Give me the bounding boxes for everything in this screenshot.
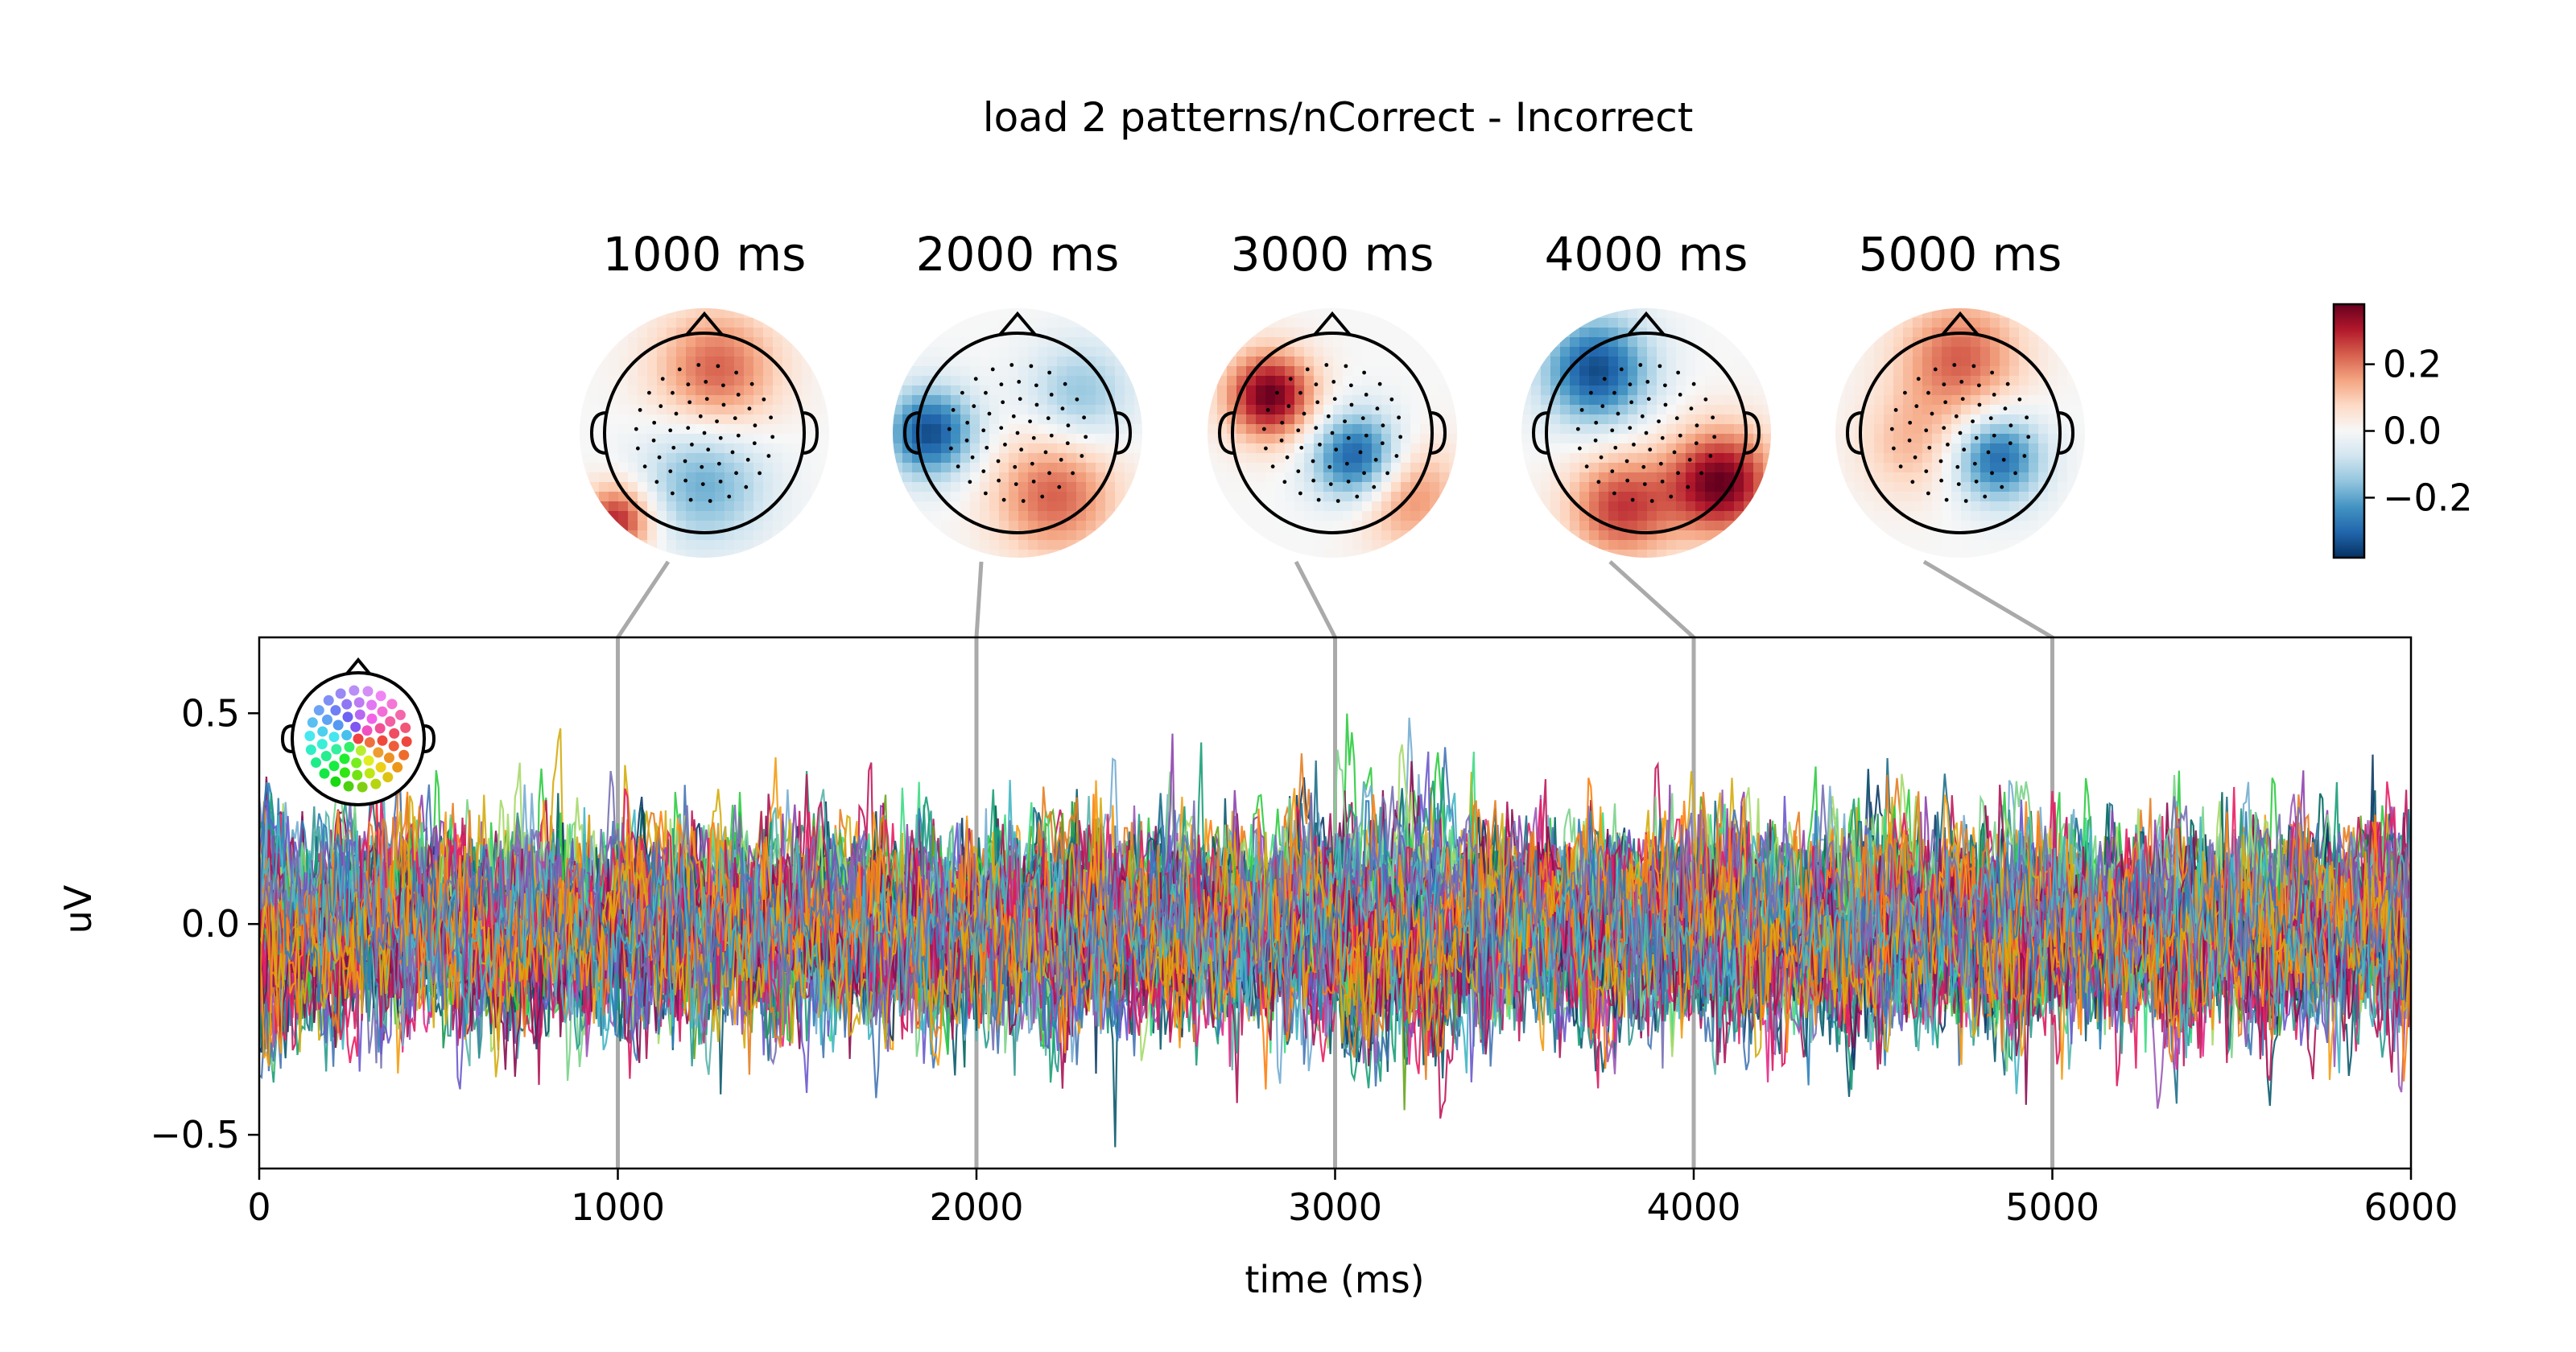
y-tick-label: −0.5 [150,1113,240,1156]
sensor-dot [328,732,340,743]
x-axis-label: time (ms) [1245,1258,1424,1301]
sensor-dot [307,717,318,728]
sensor-dot [374,723,386,734]
sensor-dot [375,690,386,702]
sensor-dot [373,747,384,758]
sensor-dot [375,761,386,773]
sensor-dot [342,711,353,723]
sensor-dot [362,686,374,697]
channel-trace [259,780,2411,1074]
x-tick-label: 2000 [929,1185,1023,1229]
sensor-dot [304,731,316,742]
sensor-dot [331,744,342,755]
sensor-dot [317,726,328,737]
topomap-time-label: 1000 ms [603,227,807,282]
sensor-dot [330,776,341,787]
y-axis-label: uV [56,884,100,934]
sensor-dot [322,714,333,725]
sensor-dot [355,745,366,756]
sensor-dot [389,728,400,739]
x-tick-label: 5000 [2005,1185,2099,1229]
y-tick-label: 0.0 [181,902,240,946]
topomap-time-label: 3000 ms [1231,227,1435,282]
sensor-dot [370,778,382,789]
x-tick-label: 0 [247,1185,270,1229]
sensor-dot [366,699,378,711]
sensor-dot [341,699,353,710]
x-tick-label: 4000 [1646,1185,1740,1229]
sensor-dot [313,705,324,716]
sensor-dot [343,781,354,792]
sensor-dot [352,769,363,781]
sensor-dot [354,709,365,720]
sensor-dot [335,688,346,699]
sensor-dot [383,752,394,764]
topomap-time-label: 2000 ms [916,227,1120,282]
y-axis: 0.5 0.0 −0.5 [150,691,259,1156]
sensor-dot [388,740,399,752]
sensor-layout-inset [280,657,436,806]
x-tick-label: 6000 [2363,1185,2458,1229]
sensor-dot [377,706,388,717]
sensor-dot [341,730,353,741]
sensor-dot [344,741,355,752]
y-tick-label: 0.5 [181,691,240,735]
sensor-dot [392,761,403,773]
topomap-time-label: 5000 ms [1859,227,2062,282]
sensor-dot [330,705,341,716]
sensor-dot [339,767,350,778]
sensor-dot [316,739,328,750]
sensor-dot [332,719,344,731]
sensor-dot [386,699,398,710]
figure-title: load 2 patterns/nCorrect - Incorrect [983,94,1694,141]
sensor-dot [351,757,362,769]
sensor-dot [401,736,412,747]
sensor-dot [339,753,350,765]
x-axis: 0 1000 2000 3000 4000 5000 6000 [247,1169,2458,1229]
sensor-dot [328,760,340,772]
sensor-dot [320,751,332,762]
sensor-dot [323,695,334,706]
colorbar-tick-label: 0.0 [2383,410,2442,453]
sensor-dot [350,721,361,732]
sensor-dot [364,736,375,748]
topomap-1000: 1000 ms [580,227,829,558]
sensor-dot [353,733,364,744]
colorbar-gradient [2332,303,2366,559]
colorbar-tick-label: −0.2 [2383,476,2473,519]
sensor-dot [377,735,388,746]
topomap-4000: 4000 ms [1521,227,1771,558]
butterfly-traces [259,713,2411,1148]
sensor-dot [319,768,330,779]
sensor-dot [311,757,322,769]
x-tick-label: 1000 [571,1185,665,1229]
channel-trace [259,770,2411,1044]
sensor-dot [349,685,360,696]
sensor-dot [361,725,373,736]
sensor-dot [357,781,368,793]
colorbar-tick-label: 0.2 [2383,343,2442,386]
sensor-dot [364,768,375,779]
colorbar: 0.2 0.0 −0.2 [2332,303,2473,559]
topomap-2000: 2000 ms [893,227,1142,558]
topomap-5000: 5000 ms [1835,227,2085,558]
topomap-3000: 3000 ms [1208,227,1457,558]
sensor-dot [366,713,378,724]
sensor-dot [353,697,365,708]
topomap-row: 1000 ms 2000 ms 3000 ms 4000 ms 5000 ms [580,227,2085,558]
sensor-dot [398,749,410,760]
x-tick-label: 3000 [1288,1185,1382,1229]
sensor-dot [400,722,411,733]
sensor-dot [385,715,396,727]
sensor-dot [363,755,374,766]
sensor-dot [382,772,394,783]
sensor-dot [305,744,316,756]
plot-area: 0 1000 2000 3000 4000 5000 6000 0.5 0.0 −0.5 tim… [56,636,2458,1301]
sensor-dot [394,709,406,720]
topomap-time-label: 4000 ms [1545,227,1748,282]
